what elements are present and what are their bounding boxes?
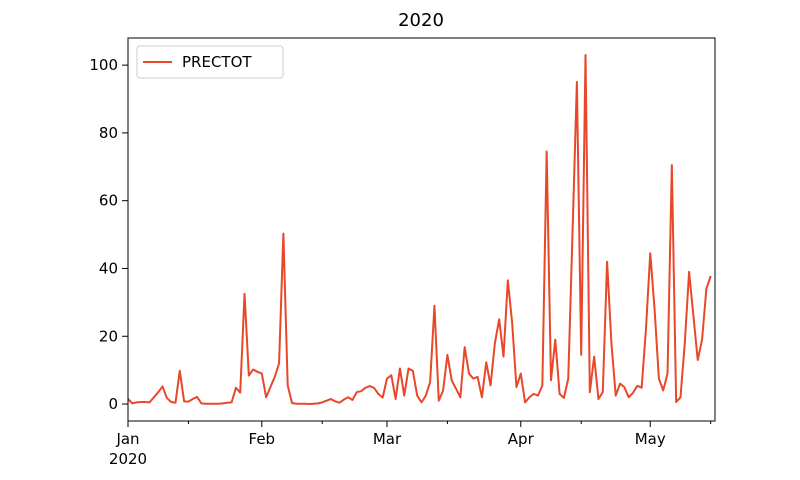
y-tick-label: 0	[108, 395, 118, 413]
x-tick-label: May	[635, 430, 666, 448]
x-tick-label: Jan	[115, 430, 139, 448]
legend-label: PRECTOT	[182, 53, 252, 71]
series-line-prectot	[127, 53, 712, 406]
y-tick-label: 60	[99, 192, 118, 210]
y-tick-label: 20	[99, 327, 118, 345]
plot-frame	[127, 37, 716, 422]
legend-box	[136, 45, 284, 79]
x-axis: Jan 2020 Feb Mar Apr May	[109, 421, 712, 468]
y-tick-label: 100	[89, 56, 118, 74]
x-tick-label: Mar	[373, 430, 402, 448]
chart-title: 2020	[398, 10, 444, 31]
legend: PRECTOT	[136, 45, 284, 79]
x-tick-label: Feb	[249, 430, 276, 448]
x-tick-sublabel: 2020	[109, 450, 147, 468]
x-tick-label: Apr	[508, 430, 535, 448]
y-tick-label: 40	[99, 259, 118, 277]
series-layer	[127, 53, 712, 406]
y-axis: 0 20 40 60 80 100	[89, 56, 128, 413]
y-tick-label: 80	[99, 124, 118, 142]
